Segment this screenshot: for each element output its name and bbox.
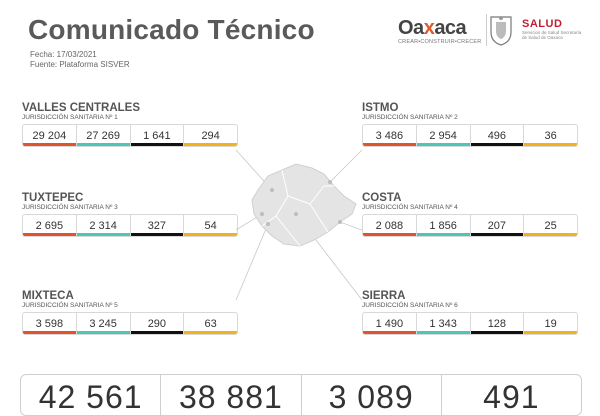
region-borders bbox=[261, 169, 334, 247]
case-strip: 1 490 1 343 128 19 bbox=[362, 312, 578, 335]
value-cell: 3 245 bbox=[76, 313, 131, 334]
logo-divider bbox=[486, 14, 487, 46]
value-cell: 1 641 bbox=[130, 125, 185, 146]
salud-logo: SALUD Servicios de Salud Secretaría de S… bbox=[522, 18, 582, 40]
state-seal-icon bbox=[490, 16, 512, 46]
value-cell: 207 bbox=[470, 215, 525, 236]
value-cell: 3 598 bbox=[23, 313, 77, 334]
case-strip: 3 598 3 245 290 63 bbox=[22, 312, 238, 335]
region-marker bbox=[338, 220, 342, 224]
value-cell: 1 490 bbox=[363, 313, 417, 334]
value-cell: 2 695 bbox=[23, 215, 77, 236]
value-cell: 54 bbox=[184, 215, 237, 236]
total-value: 491 bbox=[483, 379, 540, 415]
region-valles-centrales: VALLES CENTRALES JURISDICCIÓN SANITARIA … bbox=[22, 102, 238, 147]
region-sierra: SIERRA JURISDICCIÓN SANITARIA Nº 6 1 490… bbox=[362, 290, 578, 335]
region-marker bbox=[266, 222, 270, 226]
region-costa: COSTA JURISDICCIÓN SANITARIA Nº 4 2 088 … bbox=[362, 192, 578, 237]
totals-bar: 42 561 38 881 3 089 491 bbox=[20, 374, 582, 416]
total-value: 3 089 bbox=[302, 375, 442, 415]
region-marker bbox=[260, 212, 264, 216]
report-source: Fuente: Plataforma SISVER bbox=[30, 60, 130, 69]
value-cell: 327 bbox=[130, 215, 185, 236]
case-strip: 2 695 2 314 327 54 bbox=[22, 214, 238, 237]
region-tuxtepec: TUXTEPEC JURISDICCIÓN SANITARIA Nº 3 2 6… bbox=[22, 192, 238, 237]
value-cell: 63 bbox=[184, 313, 237, 334]
state-outline bbox=[251, 163, 357, 247]
value-cell: 19 bbox=[524, 313, 577, 334]
value-cell: 27 269 bbox=[76, 125, 131, 146]
report-date: Fecha: 17/03/2021 bbox=[30, 50, 97, 59]
region-marker bbox=[328, 180, 332, 184]
value-cell: 1 343 bbox=[416, 313, 471, 334]
oaxaca-logo: Oaxaca CREAR•CONSTRUIR•CRECER bbox=[398, 17, 482, 45]
region-mixteca: MIXTECA JURISDICCIÓN SANITARIA Nº 5 3 59… bbox=[22, 290, 238, 335]
value-cell: 294 bbox=[184, 125, 237, 146]
total-value: 38 881 bbox=[161, 375, 302, 415]
region-marker bbox=[270, 188, 274, 192]
page-title: Comunicado Técnico bbox=[28, 14, 315, 45]
total-value: 42 561 bbox=[21, 375, 162, 415]
oaxaca-map bbox=[235, 149, 363, 301]
value-cell: 2 954 bbox=[416, 125, 471, 146]
value-cell: 29 204 bbox=[23, 125, 77, 146]
value-cell: 290 bbox=[130, 313, 185, 334]
value-cell: 25 bbox=[524, 215, 577, 236]
value-cell: 1 856 bbox=[416, 215, 471, 236]
value-cell: 36 bbox=[524, 125, 577, 146]
case-strip: 3 486 2 954 496 36 bbox=[362, 124, 578, 147]
value-cell: 2 088 bbox=[363, 215, 417, 236]
value-cell: 128 bbox=[470, 313, 525, 334]
region-marker bbox=[294, 212, 298, 216]
case-strip: 29 204 27 269 1 641 294 bbox=[22, 124, 238, 147]
value-cell: 496 bbox=[470, 125, 525, 146]
case-strip: 2 088 1 856 207 25 bbox=[362, 214, 578, 237]
region-istmo: ISTMO JURISDICCIÓN SANITARIA Nº 2 3 486 … bbox=[362, 102, 578, 147]
value-cell: 2 314 bbox=[76, 215, 131, 236]
value-cell: 3 486 bbox=[363, 125, 417, 146]
